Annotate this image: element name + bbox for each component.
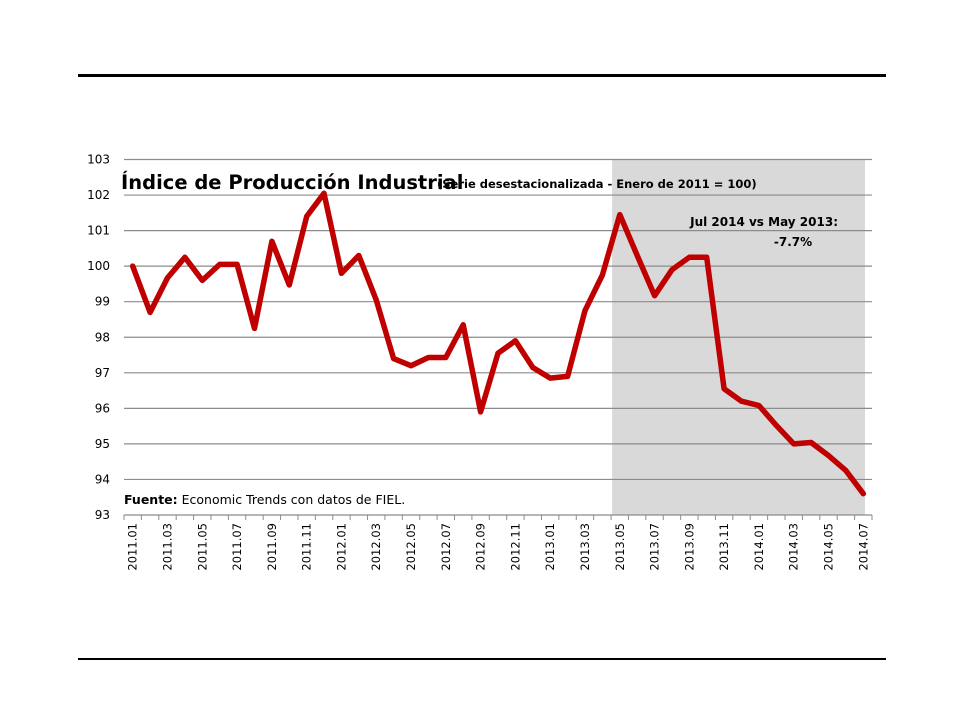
- y-tick-label: 93: [95, 508, 110, 522]
- x-axis-tick-labels: 2011.01 2011.03 2011.05 2011.07 2011.09 2011.…: [126, 523, 871, 571]
- y-tick-label: 103: [87, 153, 110, 167]
- x-tick-label: 2012.01: [334, 523, 348, 571]
- x-tick-label: 2012.09: [474, 523, 488, 571]
- x-tick-label: 2011.11: [300, 523, 314, 571]
- x-tick-label: 2011.05: [195, 523, 209, 571]
- x-tick-label: 2013.03: [578, 523, 592, 571]
- annotation-change: -7.7%: [774, 235, 812, 249]
- y-tick-label: 95: [95, 437, 110, 451]
- y-tick-label: 94: [95, 472, 110, 486]
- x-tick-label: 2013.11: [717, 523, 731, 571]
- y-tick-label: 97: [95, 366, 110, 380]
- x-tick-label: 2012.05: [404, 523, 418, 571]
- y-axis-ticks: 93 94 95 96 97 98 99 100 101 102 103: [87, 153, 110, 523]
- source-label: Fuente:: [124, 492, 178, 507]
- x-tick-label: 2014.03: [787, 523, 801, 571]
- x-tick-label: 2013.01: [543, 523, 557, 571]
- x-tick-label: 2011.01: [126, 523, 140, 571]
- source-note: Fuente: Economic Trends con datos de FIE…: [124, 492, 405, 507]
- x-tick-label: 2011.09: [265, 523, 279, 571]
- y-tick-label: 99: [95, 295, 110, 309]
- x-tick-label: 2012.11: [508, 523, 522, 571]
- top-rule: [78, 74, 886, 77]
- y-tick-label: 102: [87, 188, 110, 202]
- x-tick-label: 2014.05: [822, 523, 836, 571]
- x-tick-label: 2012.03: [369, 523, 383, 571]
- annotation-comparison: Jul 2014 vs May 2013:: [689, 215, 838, 229]
- bottom-rule: [78, 658, 886, 660]
- x-tick-label: 2013.07: [648, 523, 662, 571]
- x-tick-label: 2012.07: [439, 523, 453, 571]
- y-tick-label: 96: [95, 401, 110, 415]
- x-axis: [123, 514, 873, 520]
- chart-title: Índice de Producción Industrial: [121, 171, 463, 194]
- x-tick-label: 2013.05: [613, 523, 627, 571]
- source-text: Economic Trends con datos de FIEL.: [178, 492, 406, 507]
- chart-subtitle: (Serie desestacionalizada - Enero de 201…: [437, 177, 757, 191]
- x-tick-label: 2011.03: [160, 523, 174, 571]
- y-tick-label: 101: [87, 224, 110, 238]
- series-layer: [129, 190, 867, 497]
- x-tick-label: 2011.07: [230, 523, 244, 571]
- x-tick-label: 2014.01: [752, 523, 766, 571]
- x-tick-label: 2013.09: [682, 523, 696, 571]
- y-tick-label: 100: [87, 259, 110, 273]
- x-tick-label: 2014.07: [856, 523, 870, 571]
- gridlines: [124, 158, 872, 481]
- y-tick-label: 98: [95, 330, 110, 344]
